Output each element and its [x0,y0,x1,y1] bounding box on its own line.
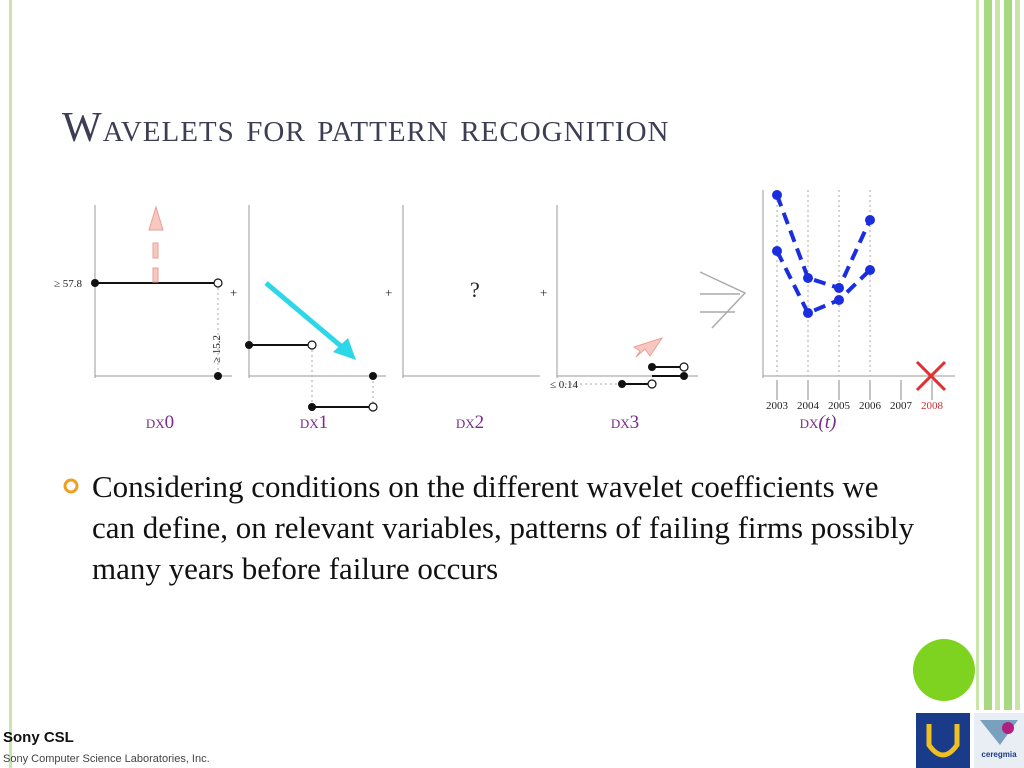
right-stripe [1004,0,1012,710]
series-lines [775,194,872,316]
sign: + [230,285,237,300]
question: ? [470,277,480,302]
right-stripe [1015,0,1020,710]
threshold: ≤ 0.14 [550,379,579,391]
org-full: Sony Computer Science Laboratories, Inc. [3,753,210,765]
panel-label: dx2 [456,412,484,433]
series-points [772,190,875,318]
bullet-marker [63,478,79,494]
implies-arrow [699,271,747,329]
right-stripe [984,0,992,710]
year: 2005 [828,400,851,412]
time-label: dx(t) [800,412,837,433]
left-border [9,0,12,768]
right-stripe [995,0,1000,710]
year: 2008 [921,400,944,412]
failure-cross [915,360,947,392]
open-points [213,278,689,412]
time-label-arg: (t) [818,412,836,433]
threshold: ≥ 57.8 [54,278,83,290]
logo-ceregmia-dot [1002,722,1014,734]
panel-label: dx0 [146,412,174,433]
axes [94,190,955,407]
logo-u-mark [926,724,960,758]
year: 2007 [890,400,913,412]
logo-u [916,713,970,768]
green-dot [913,639,975,701]
threshold: ≥ 15.2 [211,335,223,363]
cyan-arrow [264,281,356,360]
sign: + [385,285,392,300]
year: 2004 [797,400,820,412]
right-stripe [976,0,979,710]
slide-title: Wavelets for pattern recognition [62,105,670,151]
org: Sony CSL [3,729,74,746]
bullet-text: Considering conditions on the different … [92,469,915,586]
time-label-name: dx [800,412,819,433]
panel-label: dx3 [611,412,639,433]
steps [95,282,684,408]
panel-label: dx1 [300,412,328,433]
logo-text: ceregmia [981,750,1017,759]
pink-arrows [148,205,664,358]
closed-points [91,279,688,411]
year: 2006 [859,400,882,412]
sign: + [540,285,547,300]
year: 2003 [766,400,789,412]
